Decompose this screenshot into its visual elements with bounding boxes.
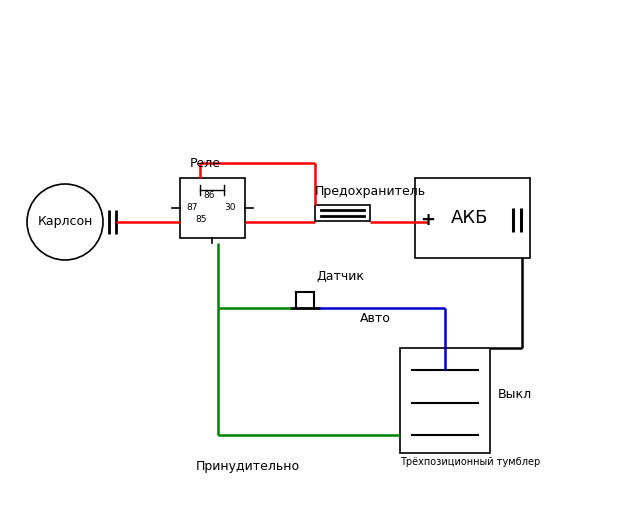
Bar <box>315 205 370 221</box>
Text: Трёхпозиционный тумблер: Трёхпозиционный тумблер <box>400 457 540 467</box>
Text: Выкл: Выкл <box>498 389 532 401</box>
Text: Авто: Авто <box>360 311 391 325</box>
Text: 30: 30 <box>224 203 236 212</box>
Bar <box>415 178 530 258</box>
Text: 86: 86 <box>203 191 214 201</box>
Bar <box>400 348 490 453</box>
Text: 87: 87 <box>186 203 198 212</box>
Text: +: + <box>420 211 435 229</box>
Text: Принудительно: Принудительно <box>196 460 300 473</box>
Text: Предохранитель: Предохранитель <box>315 185 426 198</box>
Text: АКБ: АКБ <box>451 209 489 227</box>
Text: Датчик: Датчик <box>316 270 364 283</box>
Text: Реле: Реле <box>189 157 221 170</box>
Text: Карлсон: Карлсон <box>37 216 93 228</box>
Bar <box>180 178 245 238</box>
Text: 85: 85 <box>195 216 207 224</box>
